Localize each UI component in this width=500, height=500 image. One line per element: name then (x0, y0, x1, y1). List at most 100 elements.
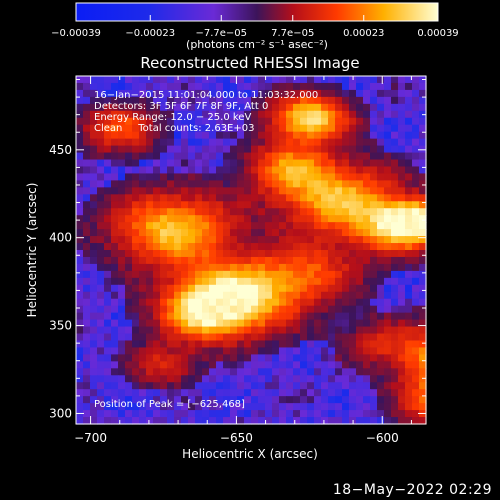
heatmap-cell (286, 312, 294, 321)
heatmap-cell (195, 180, 203, 188)
heatmap-cell (181, 117, 189, 126)
heatmap-cell (181, 263, 189, 272)
heatmap-cell (237, 291, 245, 300)
heatmap-cell (258, 215, 266, 223)
heatmap-cell (223, 417, 231, 425)
heatmap-cell (370, 326, 378, 335)
heatmap-cell (321, 222, 329, 230)
heatmap-cell (83, 312, 91, 321)
heatmap-cell (139, 159, 147, 168)
heatmap-cell (363, 319, 371, 328)
heatmap-cell (216, 138, 224, 147)
heatmap-cell (384, 89, 392, 98)
y-tick-label: 350 (49, 319, 72, 333)
heatmap-cell (188, 159, 196, 168)
heatmap-cell (321, 243, 329, 251)
heatmap-cell (405, 312, 413, 321)
heatmap-cell (244, 361, 252, 369)
heatmap-cell (139, 326, 147, 335)
heatmap-cell (125, 166, 133, 175)
heatmap-cell (230, 305, 238, 314)
heatmap-cell (188, 124, 196, 133)
heatmap-cell (391, 131, 399, 140)
heatmap-cell (419, 236, 427, 244)
heatmap-cell (398, 333, 406, 342)
heatmap-cell (83, 173, 91, 181)
heatmap-cell (251, 152, 259, 161)
heatmap-cell (419, 187, 427, 195)
heatmap-cell (419, 396, 427, 404)
heatmap-cell (244, 312, 252, 321)
heatmap-cell (251, 201, 259, 209)
heatmap-cell (188, 291, 196, 300)
heatmap-cell (419, 96, 427, 105)
heatmap-cell (265, 312, 273, 321)
heatmap-cell (384, 110, 392, 119)
heatmap-cell (342, 229, 350, 237)
heatmap-cell (76, 194, 84, 202)
x-tick-label: −650 (220, 431, 253, 445)
heatmap-cell (258, 159, 266, 168)
heatmap-cell (370, 110, 378, 119)
heatmap-cell (384, 305, 392, 314)
heatmap-cell (132, 382, 140, 390)
heatmap-cell (279, 375, 287, 383)
heatmap-cell (139, 361, 147, 369)
heatmap-cell (342, 222, 350, 230)
heatmap-cell (314, 194, 322, 202)
heatmap-cell (160, 180, 168, 188)
heatmap-cell (223, 270, 231, 279)
heatmap-cell (97, 284, 105, 293)
heatmap-cell (111, 131, 119, 140)
heatmap-cell (174, 326, 182, 335)
heatmap-cell (97, 215, 105, 223)
heatmap-cell (370, 187, 378, 195)
heatmap-cell (153, 298, 161, 307)
heatmap-cell (83, 410, 91, 418)
heatmap-cell (223, 243, 231, 251)
heatmap-cell (244, 215, 252, 223)
heatmap-cell (349, 89, 357, 98)
heatmap-cell (412, 222, 420, 230)
heatmap-cell (286, 368, 294, 376)
heatmap-cell (132, 159, 140, 168)
heatmap-cell (370, 76, 378, 84)
heatmap-cell (146, 82, 154, 91)
heatmap-cell (370, 229, 378, 237)
heatmap-cell (363, 347, 371, 355)
heatmap-cell (223, 312, 231, 321)
heatmap-cell (209, 222, 217, 230)
heatmap-cell (181, 201, 189, 209)
heatmap-cell (132, 305, 140, 314)
heatmap-cell (104, 243, 112, 251)
heatmap-cell (293, 138, 301, 147)
heatmap-cell (188, 312, 196, 321)
heatmap-cell (244, 194, 252, 202)
heatmap-cell (384, 250, 392, 258)
heatmap-cell (412, 250, 420, 258)
heatmap-cell (307, 194, 315, 202)
heatmap-cell (132, 298, 140, 307)
heatmap-cell (307, 368, 315, 376)
heatmap-cell (90, 368, 98, 376)
heatmap-cell (118, 236, 126, 244)
heatmap-cell (321, 312, 329, 321)
heatmap-cell (405, 173, 413, 181)
heatmap-cell (286, 382, 294, 390)
heatmap-cell (265, 375, 273, 383)
heatmap-cell (405, 215, 413, 223)
heatmap-cell (293, 215, 301, 223)
heatmap-cell (188, 305, 196, 314)
heatmap-cell (405, 368, 413, 376)
heatmap-cell (90, 410, 98, 418)
heatmap-cell (349, 208, 357, 216)
heatmap-cell (244, 96, 252, 105)
heatmap-cell (139, 138, 147, 147)
heatmap-cell (286, 110, 294, 119)
heatmap-cell (335, 89, 343, 98)
heatmap-cell (370, 131, 378, 140)
heatmap-cell (321, 256, 329, 265)
heatmap-cell (139, 76, 147, 84)
heatmap-cell (237, 326, 245, 335)
heatmap-cell (349, 256, 357, 265)
